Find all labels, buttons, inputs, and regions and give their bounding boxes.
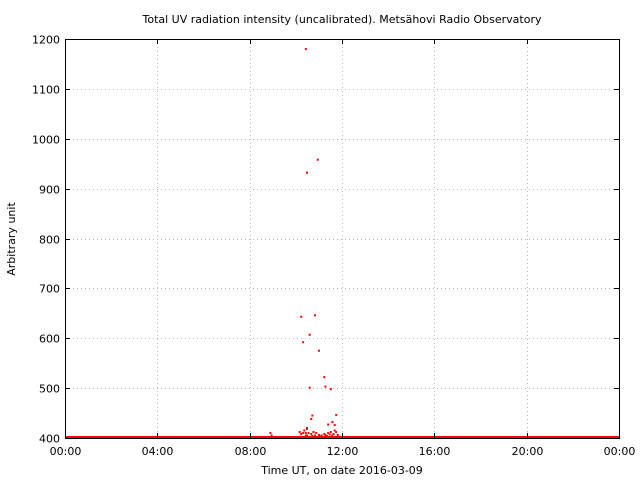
data-point [316,158,319,161]
data-point [314,434,317,437]
data-point [324,434,327,437]
data-point [323,433,326,436]
x-tick-label: 04:00 [142,445,174,458]
data-point [305,427,308,430]
data-point [329,388,332,391]
data-points [269,47,339,439]
data-point [308,436,311,439]
y-tick-label: 800 [39,234,60,247]
data-point [321,436,324,439]
data-point [314,314,317,317]
data-point [300,315,303,318]
data-point [325,435,328,438]
x-tick-label: 12:00 [327,445,359,458]
data-point [328,433,331,436]
data-point [305,171,308,174]
y-tick-label: 1100 [32,84,60,97]
data-point [308,333,311,336]
data-point [302,341,305,344]
data-point [310,433,313,436]
data-point [327,432,330,435]
data-point [304,434,307,437]
data-point [335,414,338,417]
y-axis-title: Arbitrary unit [5,202,18,276]
data-point [308,386,311,389]
data-point [303,429,306,432]
data-point [311,435,314,438]
data-point [319,435,322,438]
data-point [311,414,314,417]
data-point [327,423,330,426]
data-point [305,434,308,437]
grid-layer [65,39,619,438]
data-point [331,434,334,437]
data-point [317,349,320,352]
data-point [329,431,332,434]
data-point [335,431,338,434]
y-tick-label: 900 [39,184,60,197]
y-tick-label: 600 [39,333,60,346]
y-tick-label: 1000 [32,134,60,147]
data-point [312,431,315,434]
data-point [317,434,320,437]
y-tick-label: 700 [39,283,60,296]
data-point [304,47,307,50]
x-tick-label: 00:00 [604,445,636,458]
data-point [302,432,305,435]
x-tick-label: 16:00 [419,445,451,458]
x-tick-label: 20:00 [512,445,544,458]
data-point [304,432,307,435]
y-tick-label: 500 [39,383,60,396]
x-axis-title: Time UT, on date 2016-03-09 [260,464,423,477]
y-tick-label: 1200 [32,34,60,47]
data-point [323,376,326,379]
data-point [333,424,336,427]
data-point [316,436,319,439]
x-tick-label: 08:00 [235,445,267,458]
x-tick-label: 00:00 [50,445,82,458]
data-point [298,431,301,434]
y-tick-label: 400 [39,433,60,446]
data-point [269,432,272,435]
data-point [300,433,303,436]
tick-layer: 00:00 04:00 08:00 12:00 16:00 20:00 00:0040050… [32,34,635,459]
data-point [332,433,335,436]
data-point [307,432,310,435]
data-point [310,418,313,421]
data-point [270,434,273,437]
data-point [336,434,339,437]
data-point [320,434,323,437]
chart-title: Total UV radiation intensity (uncalibrat… [142,13,542,26]
data-point [324,385,327,388]
data-point [331,421,334,424]
data-point [315,432,318,435]
data-point [333,429,336,432]
